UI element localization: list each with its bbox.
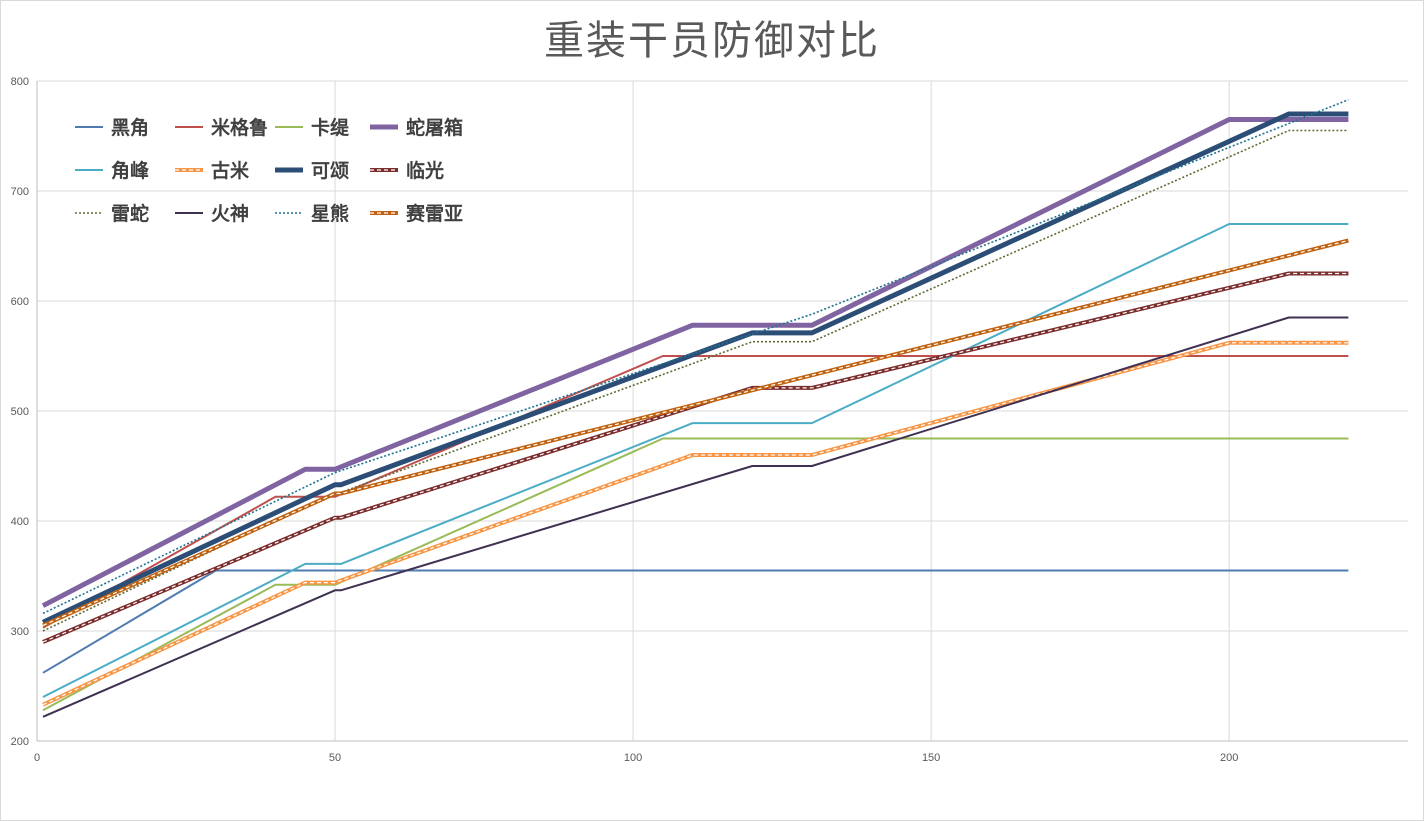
- legend-label: 火神: [211, 202, 249, 225]
- series-9: [42, 129, 1349, 632]
- series-12-line: [42, 238, 1349, 628]
- y-tick-label: 500: [11, 406, 29, 418]
- series-8-inner: [42, 272, 1349, 643]
- legend-item: 可颂: [275, 160, 349, 182]
- series-3: [42, 437, 1349, 712]
- series-4-line: [41, 117, 1349, 608]
- series-10-line: [42, 316, 1349, 718]
- gridlines: [37, 80, 1408, 742]
- series-8: [42, 271, 1349, 644]
- series-6-line: [42, 340, 1349, 707]
- legend-label: 赛雷亚: [405, 202, 463, 225]
- series-layer: [41, 98, 1349, 718]
- series-2-line: [42, 355, 1349, 629]
- series-7: [41, 111, 1349, 625]
- series-7-line: [41, 111, 1349, 625]
- series-1: [42, 569, 1349, 674]
- series-12: [42, 238, 1349, 628]
- legend-item: 古米: [175, 159, 250, 182]
- x-tick-label: 0: [34, 752, 40, 764]
- series-9-line: [42, 129, 1349, 632]
- series-8-line: [42, 271, 1349, 644]
- x-tick-label: 100: [624, 752, 642, 764]
- legend-label: 蛇屠箱: [406, 116, 463, 139]
- y-tick-label: 700: [11, 186, 29, 198]
- legend-item: 蛇屠箱: [370, 116, 463, 139]
- legend-label: 星熊: [311, 202, 349, 225]
- legend-item: 卡缇: [275, 116, 350, 139]
- series-12-inner: [42, 239, 1349, 627]
- x-tick-label: 50: [329, 752, 341, 764]
- series-5-line: [42, 223, 1349, 698]
- series-2: [42, 355, 1349, 629]
- chart-title: 重装干员防御对比: [544, 18, 880, 64]
- legend-item: 雷蛇: [75, 202, 149, 225]
- x-tick-label: 200: [1220, 752, 1238, 764]
- series-1-line: [42, 569, 1349, 674]
- y-tick-label: 300: [11, 626, 29, 638]
- y-tick-label: 200: [11, 736, 29, 748]
- series-4: [41, 117, 1349, 608]
- legend-item: 角峰: [75, 159, 150, 182]
- legend-label: 可颂: [311, 160, 349, 182]
- x-tick-label: 150: [922, 752, 940, 764]
- legend-label: 角峰: [111, 159, 150, 182]
- series-3-line: [42, 437, 1349, 712]
- y-tick-label: 800: [11, 76, 29, 88]
- y-tick-label: 600: [11, 296, 29, 308]
- legend-item: 米格鲁: [175, 116, 268, 139]
- legend-label: 黑角: [111, 116, 149, 139]
- legend-item: 临光: [370, 159, 444, 182]
- series-6-inner: [42, 342, 1349, 706]
- legend-item: 星熊: [275, 202, 349, 225]
- legend-label: 卡缇: [311, 116, 350, 139]
- legend-item: 赛雷亚: [370, 202, 463, 225]
- legend-item: 火神: [175, 202, 249, 225]
- legend-label: 古米: [211, 159, 250, 182]
- axes: 200 300 400 500 600 700 800 0 50 100 150 200: [11, 76, 1408, 764]
- series-5: [42, 223, 1349, 698]
- y-tick-label: 400: [11, 516, 29, 528]
- series-6: [42, 340, 1349, 707]
- legend-label: 临光: [406, 159, 444, 182]
- legend-label: 雷蛇: [111, 202, 149, 225]
- legend-item: 黑角: [75, 116, 149, 139]
- legend-label: 米格鲁: [211, 116, 268, 139]
- series-10: [42, 316, 1349, 718]
